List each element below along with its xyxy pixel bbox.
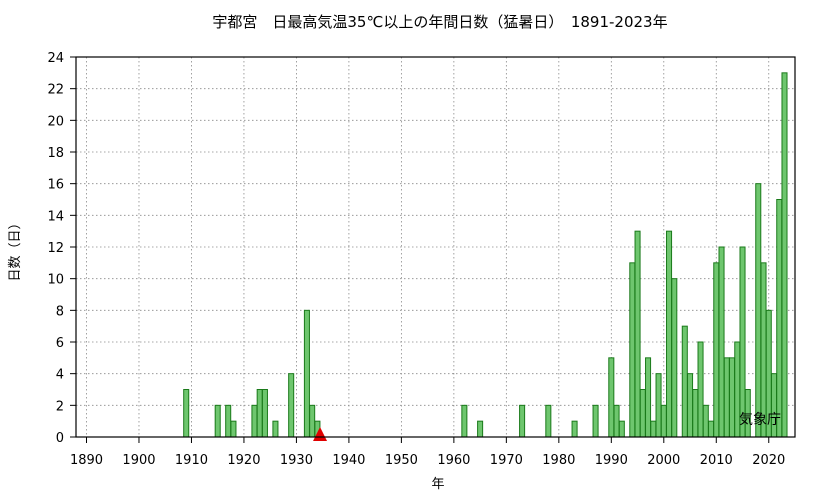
x-tick-label: 2010: [700, 453, 733, 468]
bar: [634, 230, 641, 438]
bar: [687, 373, 694, 438]
bar: [225, 404, 232, 438]
bar: [655, 373, 662, 438]
bar: [251, 404, 258, 438]
bar: [183, 389, 190, 438]
bar: [645, 357, 652, 438]
bar: [545, 404, 552, 438]
x-tick-label: 1940: [332, 453, 365, 468]
x-tick-label: 1970: [490, 453, 523, 468]
x-axis-label: 年: [431, 477, 444, 492]
bar: [303, 309, 310, 438]
chart-title: 宇都宮 日最高気温35℃以上の年間日数（猛暑日） 1891-2023年: [212, 13, 667, 31]
y-tick-label: 16: [47, 178, 64, 193]
bars: [183, 72, 788, 438]
credit-label: 気象庁: [739, 412, 781, 428]
bar: [760, 262, 767, 438]
bar: [723, 357, 730, 438]
x-tick-label: 1890: [70, 453, 103, 468]
bar: [608, 357, 615, 438]
bar: [519, 404, 526, 438]
y-tick-label: 2: [56, 399, 64, 414]
y-tick-label: 0: [56, 431, 64, 446]
y-tick-label: 22: [47, 83, 64, 98]
bar: [613, 404, 620, 438]
bar: [592, 404, 599, 438]
bar: [713, 262, 720, 438]
bar: [671, 278, 678, 438]
y-tick-label: 8: [56, 304, 64, 319]
bar: [660, 404, 667, 438]
y-tick-label: 24: [47, 51, 64, 66]
bar: [309, 404, 316, 438]
x-axis-ticks: 1890 1900 1910 1920 1930 1940 1950 1960 1970 1980…: [70, 437, 785, 468]
bar: [571, 420, 578, 438]
bar: [739, 246, 746, 438]
bar: [256, 389, 263, 438]
bar: [666, 230, 673, 438]
bar: [681, 325, 688, 438]
bar: [718, 246, 725, 438]
y-axis-label: 日数（日）: [8, 216, 23, 281]
bar: [755, 183, 762, 438]
x-tick-label: 1960: [437, 453, 470, 468]
x-tick-label: 1990: [595, 453, 628, 468]
y-tick-label: 18: [47, 146, 64, 161]
x-tick-label: 1950: [385, 453, 418, 468]
bar: [650, 420, 657, 438]
x-tick-label: 1980: [542, 453, 575, 468]
y-tick-label: 10: [47, 273, 64, 288]
y-tick-label: 12: [47, 241, 64, 256]
bar: [629, 262, 636, 438]
bar: [272, 420, 279, 438]
bar: [288, 373, 295, 438]
x-tick-label: 2020: [752, 453, 785, 468]
bar: [261, 389, 268, 438]
bar: [708, 420, 715, 438]
x-tick-label: 1910: [175, 453, 208, 468]
bar: [639, 389, 646, 438]
bar: [230, 420, 237, 438]
bar: [702, 404, 709, 438]
bar: [692, 389, 699, 438]
bar: [214, 404, 221, 438]
y-tick-label: 20: [47, 114, 64, 129]
x-tick-label: 1900: [122, 453, 155, 468]
bar: [618, 420, 625, 438]
y-tick-label: 4: [56, 368, 64, 383]
bar: [461, 404, 468, 438]
y-tick-label: 6: [56, 336, 64, 351]
bar: [781, 72, 788, 438]
x-tick-label: 1930: [280, 453, 313, 468]
y-tick-label: 14: [47, 209, 64, 224]
x-tick-label: 1920: [227, 453, 260, 468]
x-tick-label: 2000: [647, 453, 680, 468]
bar: [477, 420, 484, 438]
bar: [697, 341, 704, 438]
bar: [729, 357, 736, 438]
bar: [776, 199, 783, 438]
